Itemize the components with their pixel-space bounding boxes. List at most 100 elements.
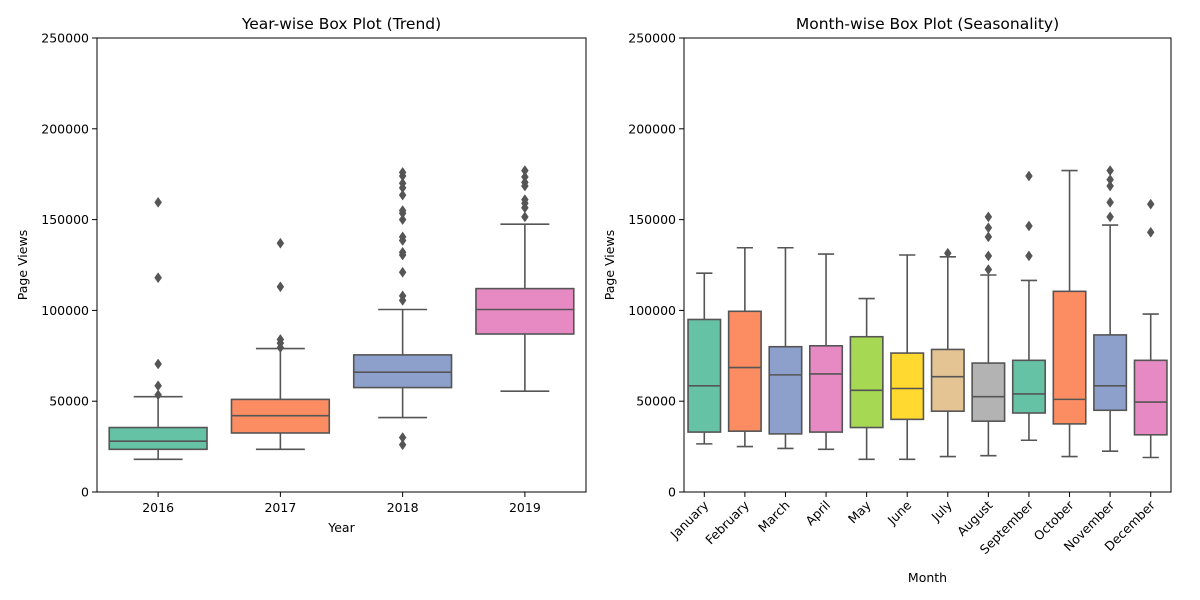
outlier-point	[154, 380, 162, 392]
box-august	[971, 211, 1006, 457]
axes-frame	[96, 37, 587, 493]
outlier-point	[1106, 165, 1114, 177]
outlier-point	[154, 196, 162, 208]
outlier-point	[984, 264, 993, 275]
chart-title: Year-wise Box Plot (Trend)	[241, 15, 441, 33]
year-wise-box-plot: Year-wise Box Plot (Trend) 0 50000 100000 15…	[15, 15, 587, 535]
y-tick-label: 250000	[628, 31, 676, 46]
outlier-point	[1025, 250, 1033, 262]
x-axis-label: Year	[327, 520, 355, 535]
box-iqr	[930, 348, 965, 412]
outlier-point	[521, 165, 529, 177]
box-february	[727, 246, 762, 448]
y-tick-label: 50000	[49, 394, 89, 409]
outlier-point	[398, 214, 407, 226]
x-tick-label: 2019	[509, 500, 541, 515]
outlier-point	[984, 231, 993, 243]
y-axis-label: Page Views	[602, 230, 617, 300]
box-iqr	[809, 345, 844, 433]
outlier-point	[521, 176, 529, 188]
box-november	[1093, 165, 1128, 452]
x-tick-label: July	[928, 497, 956, 525]
box-iqr	[1052, 290, 1087, 425]
outlier-point	[984, 250, 993, 262]
box-2018	[352, 166, 453, 451]
box-october	[1052, 169, 1087, 458]
box-april	[809, 253, 844, 451]
y-tick-label: 50000	[636, 394, 676, 409]
box-may	[849, 297, 884, 461]
box-march	[768, 246, 803, 450]
box-iqr	[890, 352, 925, 421]
y-tick-label: 150000	[41, 212, 89, 227]
y-tick-label: 150000	[628, 212, 676, 227]
box-2017	[230, 237, 331, 451]
box-iqr	[1133, 359, 1168, 436]
outlier-point	[1146, 226, 1155, 238]
box-january	[687, 272, 722, 445]
outlier-point	[398, 290, 407, 302]
box-iqr	[727, 310, 762, 432]
outlier-point	[1025, 170, 1033, 182]
box-2019	[475, 165, 575, 393]
outlier-point	[398, 205, 407, 216]
x-tick-label: June	[884, 497, 915, 528]
box-june	[890, 254, 925, 461]
outlier-point	[1106, 196, 1114, 208]
y-tick-label: 200000	[41, 121, 89, 136]
month-wise-box-plot: Month-wise Box Plot (Seasonality) 0 50000 1…	[602, 15, 1172, 585]
y-tick-label: 200000	[628, 121, 676, 136]
x-tick-label: 2016	[142, 500, 174, 515]
box-iqr	[1011, 359, 1046, 414]
outlier-point	[521, 194, 529, 206]
y-tick-label: 100000	[41, 303, 89, 318]
outlier-point	[398, 432, 407, 443]
axes-frame	[683, 37, 1172, 493]
box-iqr	[687, 318, 722, 433]
outlier-point	[276, 237, 285, 249]
x-tick-label: April	[802, 498, 833, 529]
y-tick-label: 250000	[41, 31, 89, 46]
box-iqr	[849, 335, 884, 429]
outlier-point	[398, 166, 407, 178]
x-tick-label: February	[702, 497, 752, 547]
x-tick-label: 2018	[387, 500, 419, 515]
outlier-point	[276, 281, 285, 293]
outlier-point	[398, 177, 407, 189]
y-axis-label: Page Views	[15, 230, 30, 300]
x-axis-label: Month	[908, 570, 947, 585]
box-december	[1133, 198, 1168, 459]
outlier-point	[521, 171, 529, 183]
outlier-point	[1025, 220, 1033, 232]
outlier-point	[1106, 174, 1114, 186]
outlier-point	[943, 247, 952, 259]
y-tick-label: 0	[81, 485, 89, 500]
y-tick-label: 0	[668, 485, 676, 500]
outlier-point	[521, 211, 529, 223]
outlier-point	[154, 272, 162, 284]
box-september	[1011, 170, 1046, 442]
y-tick-label: 100000	[628, 303, 676, 318]
box-july	[930, 247, 965, 458]
box-2016	[108, 196, 208, 461]
box-iqr	[352, 354, 453, 389]
box-iqr	[1093, 334, 1128, 412]
x-tick-label: May	[845, 497, 874, 526]
outlier-point	[984, 211, 993, 223]
chart-title: Month-wise Box Plot (Seasonality)	[796, 15, 1059, 33]
outlier-point	[398, 189, 407, 201]
outlier-point	[154, 389, 162, 401]
outlier-point	[1106, 180, 1114, 192]
box-iqr	[768, 345, 803, 435]
outlier-point	[398, 246, 407, 258]
outlier-point	[276, 334, 285, 345]
outlier-point	[984, 222, 993, 234]
outlier-point	[398, 231, 407, 243]
outlier-point	[154, 358, 162, 370]
box-iqr	[108, 426, 208, 451]
box-iqr	[475, 287, 575, 335]
outlier-point	[398, 439, 407, 451]
box-iqr	[971, 362, 1006, 422]
outlier-point	[398, 266, 407, 278]
